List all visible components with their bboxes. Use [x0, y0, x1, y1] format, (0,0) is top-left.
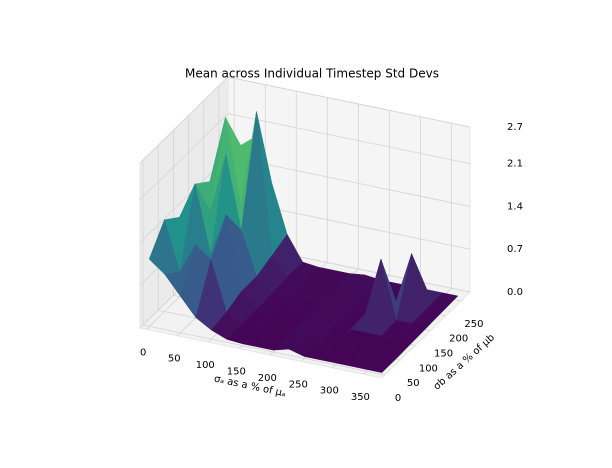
grid-line	[227, 76, 471, 128]
grid-line	[227, 156, 471, 207]
z-tick-label: 2.7	[507, 122, 523, 133]
x-tick-label: 200	[258, 373, 277, 384]
z-tick-label: 0.7	[507, 244, 523, 255]
x-tick-label: 0	[140, 347, 146, 358]
grid-line	[139, 76, 229, 164]
y-tick-label: 100	[419, 363, 438, 374]
surface-patch	[365, 354, 398, 373]
z-tick-label: 2.1	[507, 159, 523, 170]
tick-labels: 0 50 100 150 200 250 300 350 0 50 100 150 200 250 0.0 0…	[140, 122, 523, 404]
chart-title: Mean across Individual Timestep Std Devs	[185, 67, 439, 81]
y-tick-label: 50	[407, 378, 420, 389]
x-tick-label: 300	[320, 386, 339, 397]
x-tick-label: 50	[168, 354, 181, 365]
y-tick-label: 250	[464, 319, 483, 330]
x-tick-label: 100	[196, 360, 215, 371]
grid-line	[227, 113, 471, 165]
surface	[148, 111, 459, 373]
x-tick-label: 150	[227, 367, 246, 378]
y-tick-label: 150	[434, 349, 453, 360]
grid-line	[139, 113, 229, 200]
y-tick-label: 0	[395, 393, 401, 404]
z-tick-label: 0.0	[507, 287, 523, 298]
z-tick-label: 1.4	[507, 201, 523, 212]
x-tick-label: 350	[351, 392, 370, 403]
y-tick-label: 200	[449, 334, 468, 345]
grid-line	[142, 324, 386, 376]
x-tick-label: 250	[289, 379, 308, 390]
